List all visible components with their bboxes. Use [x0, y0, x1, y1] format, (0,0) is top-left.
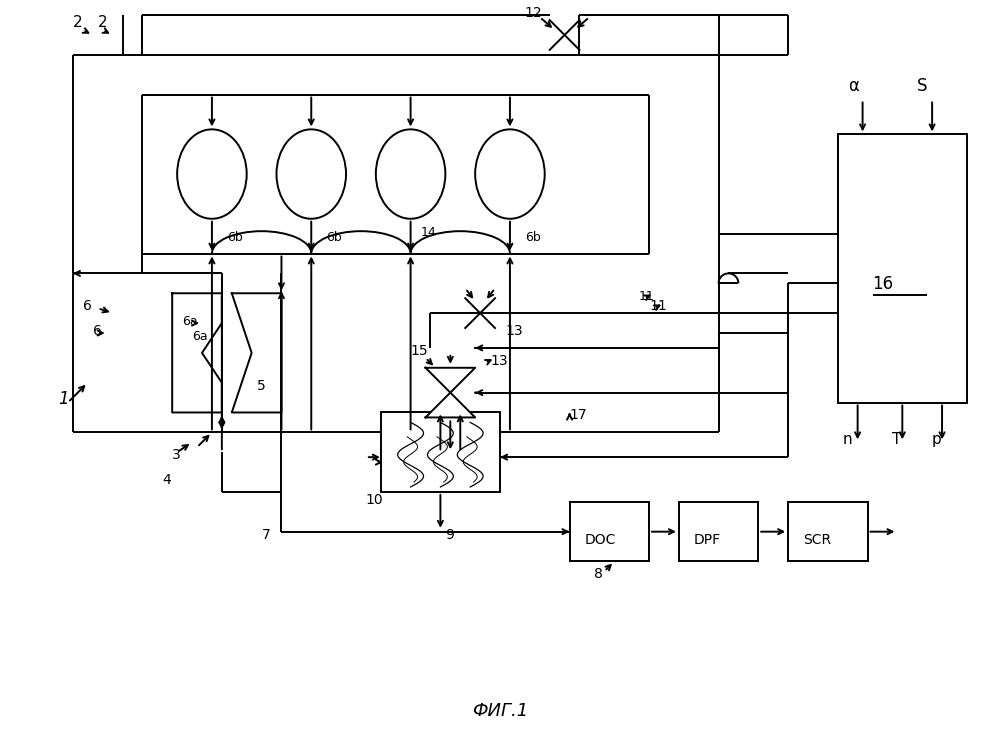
Polygon shape	[232, 293, 281, 413]
Text: 15: 15	[411, 344, 428, 358]
Text: 6: 6	[83, 299, 92, 313]
Text: 14: 14	[421, 226, 436, 239]
Text: 17: 17	[570, 408, 587, 422]
Text: 6b: 6b	[326, 230, 342, 243]
Text: 13: 13	[490, 354, 508, 367]
Polygon shape	[425, 367, 475, 392]
Text: 8: 8	[594, 567, 603, 581]
Text: 3: 3	[172, 448, 181, 462]
Polygon shape	[425, 392, 475, 417]
Text: 6b: 6b	[525, 230, 541, 243]
Text: 4: 4	[162, 473, 171, 487]
Bar	[570, 502, 649, 562]
Polygon shape	[172, 293, 222, 413]
Text: α: α	[848, 77, 859, 95]
Text: 7: 7	[262, 528, 270, 541]
Text: DPF: DPF	[694, 532, 721, 547]
Text: S: S	[917, 77, 928, 95]
Bar	[381, 413, 500, 492]
Text: 9: 9	[445, 528, 454, 541]
Text: DOC: DOC	[584, 532, 616, 547]
Text: 16: 16	[873, 276, 894, 293]
Text: p: p	[932, 432, 942, 447]
Bar	[838, 134, 967, 403]
Text: ФИГ.1: ФИГ.1	[472, 703, 528, 721]
Text: 1: 1	[58, 389, 69, 407]
Text: 13: 13	[505, 324, 523, 338]
Text: 2: 2	[73, 15, 82, 30]
Text: 10: 10	[366, 493, 384, 507]
Text: 11: 11	[639, 290, 655, 303]
Text: 6b: 6b	[227, 230, 243, 243]
Bar	[788, 502, 868, 562]
Text: 11: 11	[649, 299, 667, 313]
Text: 12: 12	[525, 6, 542, 20]
Text: SCR: SCR	[803, 532, 831, 547]
Text: T: T	[892, 432, 902, 447]
Bar	[679, 502, 758, 562]
Text: n: n	[843, 432, 852, 447]
Text: 6a: 6a	[182, 315, 198, 328]
Text: 6: 6	[93, 324, 102, 338]
Text: 6a: 6a	[192, 330, 208, 343]
Text: 2: 2	[98, 15, 107, 30]
Text: 5: 5	[257, 379, 265, 392]
